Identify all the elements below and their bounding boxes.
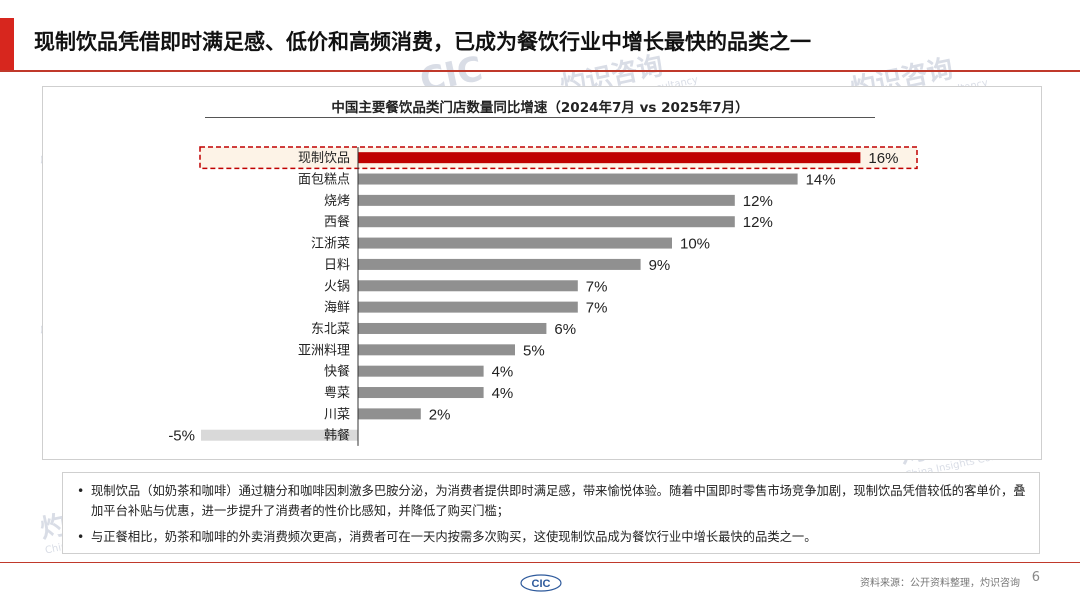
data-label: -5% xyxy=(168,428,195,445)
footer-divider xyxy=(0,562,1080,563)
category-label: 日料 xyxy=(324,258,350,273)
note-text: 现制饮品（如奶茶和咖啡）通过糖分和咖啡因刺激多巴胺分泌，为消费者提供即时满足感，… xyxy=(91,484,1026,518)
category-label: 火锅 xyxy=(324,278,350,294)
bar-11 xyxy=(358,365,484,377)
data-label: 7% xyxy=(586,300,608,317)
category-label: 快餐 xyxy=(324,364,350,380)
bar-2 xyxy=(358,173,798,185)
category-label: 东北菜 xyxy=(311,322,350,337)
note-1: • 现制饮品（如奶茶和咖啡）通过糖分和咖啡因刺激多巴胺分泌，为消费者提供即时满足… xyxy=(77,481,1027,521)
notes-box: • 现制饮品（如奶茶和咖啡）通过糖分和咖啡因刺激多巴胺分泌，为消费者提供即时满足… xyxy=(62,472,1040,554)
bar-8 xyxy=(358,301,578,313)
category-label: 川菜 xyxy=(324,407,350,422)
bullet-icon: • xyxy=(77,530,85,544)
chart-title-underline xyxy=(205,117,875,118)
category-label: 韩餐 xyxy=(324,428,350,444)
category-label: 亚洲料理 xyxy=(298,343,350,358)
data-label: 2% xyxy=(429,406,451,423)
bar-14 xyxy=(201,429,358,441)
data-label: 6% xyxy=(554,321,576,338)
bar-5 xyxy=(358,237,672,249)
data-label: 5% xyxy=(523,342,545,359)
title-accent-bar xyxy=(0,18,14,70)
bullet-icon: • xyxy=(77,484,85,498)
category-label: 海鲜 xyxy=(324,301,350,316)
bar-3 xyxy=(358,194,735,206)
source-note: 资料来源：公开资料整理，灼识咨询 xyxy=(860,578,1020,589)
bar-6 xyxy=(358,258,641,270)
category-label: 烧烤 xyxy=(324,194,350,209)
category-label: 江浙菜 xyxy=(311,237,350,252)
chart-title: 中国主要餐饮品类门店数量同比增速（2024年7月 vs 2025年7月） xyxy=(331,100,749,116)
note-2: • 与正餐相比，奶茶和咖啡的外卖消费频次更高，消费者可在一天内按需多次购买，这使… xyxy=(77,527,1027,547)
data-label: 12% xyxy=(743,214,773,231)
bar-1 xyxy=(358,152,861,164)
category-label: 西餐 xyxy=(324,214,350,230)
page-number: 6 xyxy=(1031,570,1040,585)
data-label: 14% xyxy=(806,172,836,189)
page-title: 现制饮品凭借即时满足感、低价和高频消费，已成为餐饮行业中增长最快的品类之一 xyxy=(34,30,811,54)
data-label: 12% xyxy=(743,193,773,210)
data-label: 16% xyxy=(868,150,898,167)
category-label: 粤菜 xyxy=(324,385,350,401)
data-label: 10% xyxy=(680,236,710,253)
data-label: 4% xyxy=(492,364,514,381)
bar-4 xyxy=(358,216,735,228)
note-text: 与正餐相比，奶茶和咖啡的外卖消费频次更高，消费者可在一天内按需多次购买，这使现制… xyxy=(91,530,817,544)
category-label: 面包糕点 xyxy=(298,173,350,188)
bar-12 xyxy=(358,387,484,399)
data-label: 9% xyxy=(649,257,671,274)
data-label: 4% xyxy=(492,385,514,402)
category-label: 现制饮品 xyxy=(298,151,350,166)
bar-13 xyxy=(358,408,421,420)
cic-logo-icon: CIC xyxy=(520,574,562,592)
bar-9 xyxy=(358,322,547,334)
bar-7 xyxy=(358,280,578,292)
title-divider xyxy=(0,70,1080,72)
footer-logo-text: CIC xyxy=(532,578,551,590)
bar-10 xyxy=(358,344,515,356)
data-label: 7% xyxy=(586,278,608,295)
